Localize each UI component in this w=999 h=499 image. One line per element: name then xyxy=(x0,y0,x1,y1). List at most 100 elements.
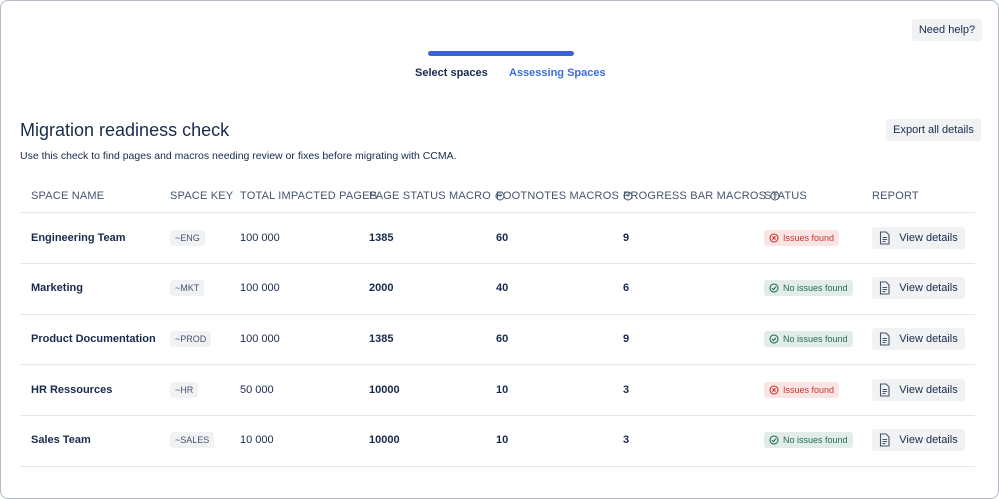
cell-text: 100 000 xyxy=(240,231,280,244)
cell: 6 xyxy=(623,263,629,314)
cell: Product Documentation xyxy=(31,313,156,364)
cell-text: 50 000 xyxy=(240,383,274,396)
status-label: Issues found xyxy=(783,232,835,243)
view-details-button[interactable]: View details xyxy=(872,327,965,350)
cell: 100 000 xyxy=(240,263,280,314)
view-details-button[interactable]: View details xyxy=(872,277,965,300)
space-key: ~ENG xyxy=(170,229,205,246)
help-button[interactable]: Need help? xyxy=(912,19,982,41)
cell: 100 000 xyxy=(240,212,280,263)
column-header: SPACE KEY xyxy=(170,179,233,212)
cell: No issues found xyxy=(764,313,853,364)
cell: Marketing xyxy=(31,263,83,314)
cell: 50 000 xyxy=(240,364,274,415)
step[interactable]: Select spaces xyxy=(415,67,488,79)
cell: HR Ressources xyxy=(31,364,112,415)
cell: 10 000 xyxy=(240,415,274,466)
stepper-bar xyxy=(428,51,574,56)
cell-text: HR Ressources xyxy=(31,383,113,396)
column-label: PAGE STATUS MACRO xyxy=(369,189,491,202)
cell-text: 9 xyxy=(623,332,630,345)
icon: ? xyxy=(495,191,505,200)
icon xyxy=(880,281,890,295)
cell-text: Engineering Team xyxy=(31,231,126,244)
cell: No issues found xyxy=(764,263,853,314)
column-label: PROGRESS BAR MACROS xyxy=(623,189,767,202)
cell: 10 xyxy=(496,415,508,466)
cell: Sales Team xyxy=(31,415,91,466)
icon xyxy=(769,283,779,293)
column-label: REPORT xyxy=(872,189,919,202)
icon xyxy=(769,385,779,395)
cell-text: 6 xyxy=(623,282,630,295)
column-header: REPORT xyxy=(872,179,919,212)
step[interactable]: Assessing Spaces xyxy=(509,67,606,79)
icon xyxy=(880,433,890,447)
cell-text: 9 xyxy=(623,231,630,244)
description: Use this check to find pages and macros … xyxy=(20,150,457,162)
cell-text: 1385 xyxy=(369,332,394,345)
cell: View details xyxy=(872,263,965,314)
cell: 1385 xyxy=(369,212,393,263)
icon xyxy=(880,383,890,397)
column-label: FOOTNOTES MACROS xyxy=(496,189,619,202)
cell: 2000 xyxy=(369,263,393,314)
cell: View details xyxy=(872,415,965,466)
table-row: HR Ressources ~HR 50 000 10000 10 3 Issues fou… xyxy=(20,364,975,417)
status-badge: No issues found xyxy=(764,432,853,449)
table-row: Sales Team ~SALES 10 000 10000 10 3 No issues … xyxy=(20,415,975,467)
cell: 60 xyxy=(496,212,508,263)
column-label: STATUS xyxy=(764,189,807,202)
cell: Issues found xyxy=(764,364,840,415)
view-details-button[interactable]: View details xyxy=(872,226,965,249)
cell-text: 10 xyxy=(496,434,509,447)
cell: ~HR xyxy=(170,364,199,415)
button-label: View details xyxy=(899,282,958,295)
status-badge: Issues found xyxy=(764,229,840,246)
view-details-button[interactable]: View details xyxy=(872,378,965,401)
cell-text: 60 xyxy=(496,231,509,244)
svg-text:?: ? xyxy=(498,193,502,200)
title: Migration readiness check xyxy=(20,120,230,140)
cell: ~MKT xyxy=(170,263,205,314)
cell-text: 3 xyxy=(623,383,630,396)
button-label: View details xyxy=(899,231,958,244)
column-label: SPACE KEY xyxy=(170,189,234,202)
status-label: Issues found xyxy=(783,384,835,395)
table-header: SPACE NAME SPACE KEY TOTAL IMPACTED PAGES P… xyxy=(20,179,975,213)
cell: ~PROD xyxy=(170,313,212,364)
column-header: TOTAL IMPACTED PAGES xyxy=(240,179,377,212)
space-key: ~PROD xyxy=(170,330,212,347)
cell-text: 1385 xyxy=(369,231,394,244)
export-button[interactable]: Export all details xyxy=(886,119,981,141)
icon xyxy=(769,232,779,243)
cell-text: 3 xyxy=(623,434,630,447)
cell: Engineering Team xyxy=(31,212,126,263)
cell-text: 100 000 xyxy=(240,282,280,295)
cell: ~SALES xyxy=(170,415,215,466)
view-details-button[interactable]: View details xyxy=(872,429,965,452)
icon: ? xyxy=(623,191,633,200)
cell: 10000 xyxy=(369,364,400,415)
button-label: View details xyxy=(899,332,958,345)
cell: 9 xyxy=(623,212,629,263)
status-label: No issues found xyxy=(783,333,848,344)
icon xyxy=(769,334,779,344)
cell-text: Marketing xyxy=(31,282,83,295)
table-row: Product Documentation ~PROD 100 000 1385 60 9… xyxy=(20,313,975,366)
column-header: FOOTNOTES MACROS? xyxy=(496,179,633,212)
column-label: SPACE NAME xyxy=(31,189,105,202)
icon xyxy=(880,332,890,346)
cell: ~ENG xyxy=(170,212,205,263)
status-badge: Issues found xyxy=(764,381,840,398)
icon xyxy=(769,435,779,445)
column-label: TOTAL IMPACTED PAGES xyxy=(240,189,378,202)
status-label: No issues found xyxy=(783,283,848,294)
cell: 40 xyxy=(496,263,508,314)
cell-text: 10000 xyxy=(369,383,400,396)
table-row: Engineering Team ~ENG 100 000 1385 60 9 Issues… xyxy=(20,212,975,264)
column-header: SPACE NAME xyxy=(31,179,104,212)
svg-text:?: ? xyxy=(773,193,777,200)
